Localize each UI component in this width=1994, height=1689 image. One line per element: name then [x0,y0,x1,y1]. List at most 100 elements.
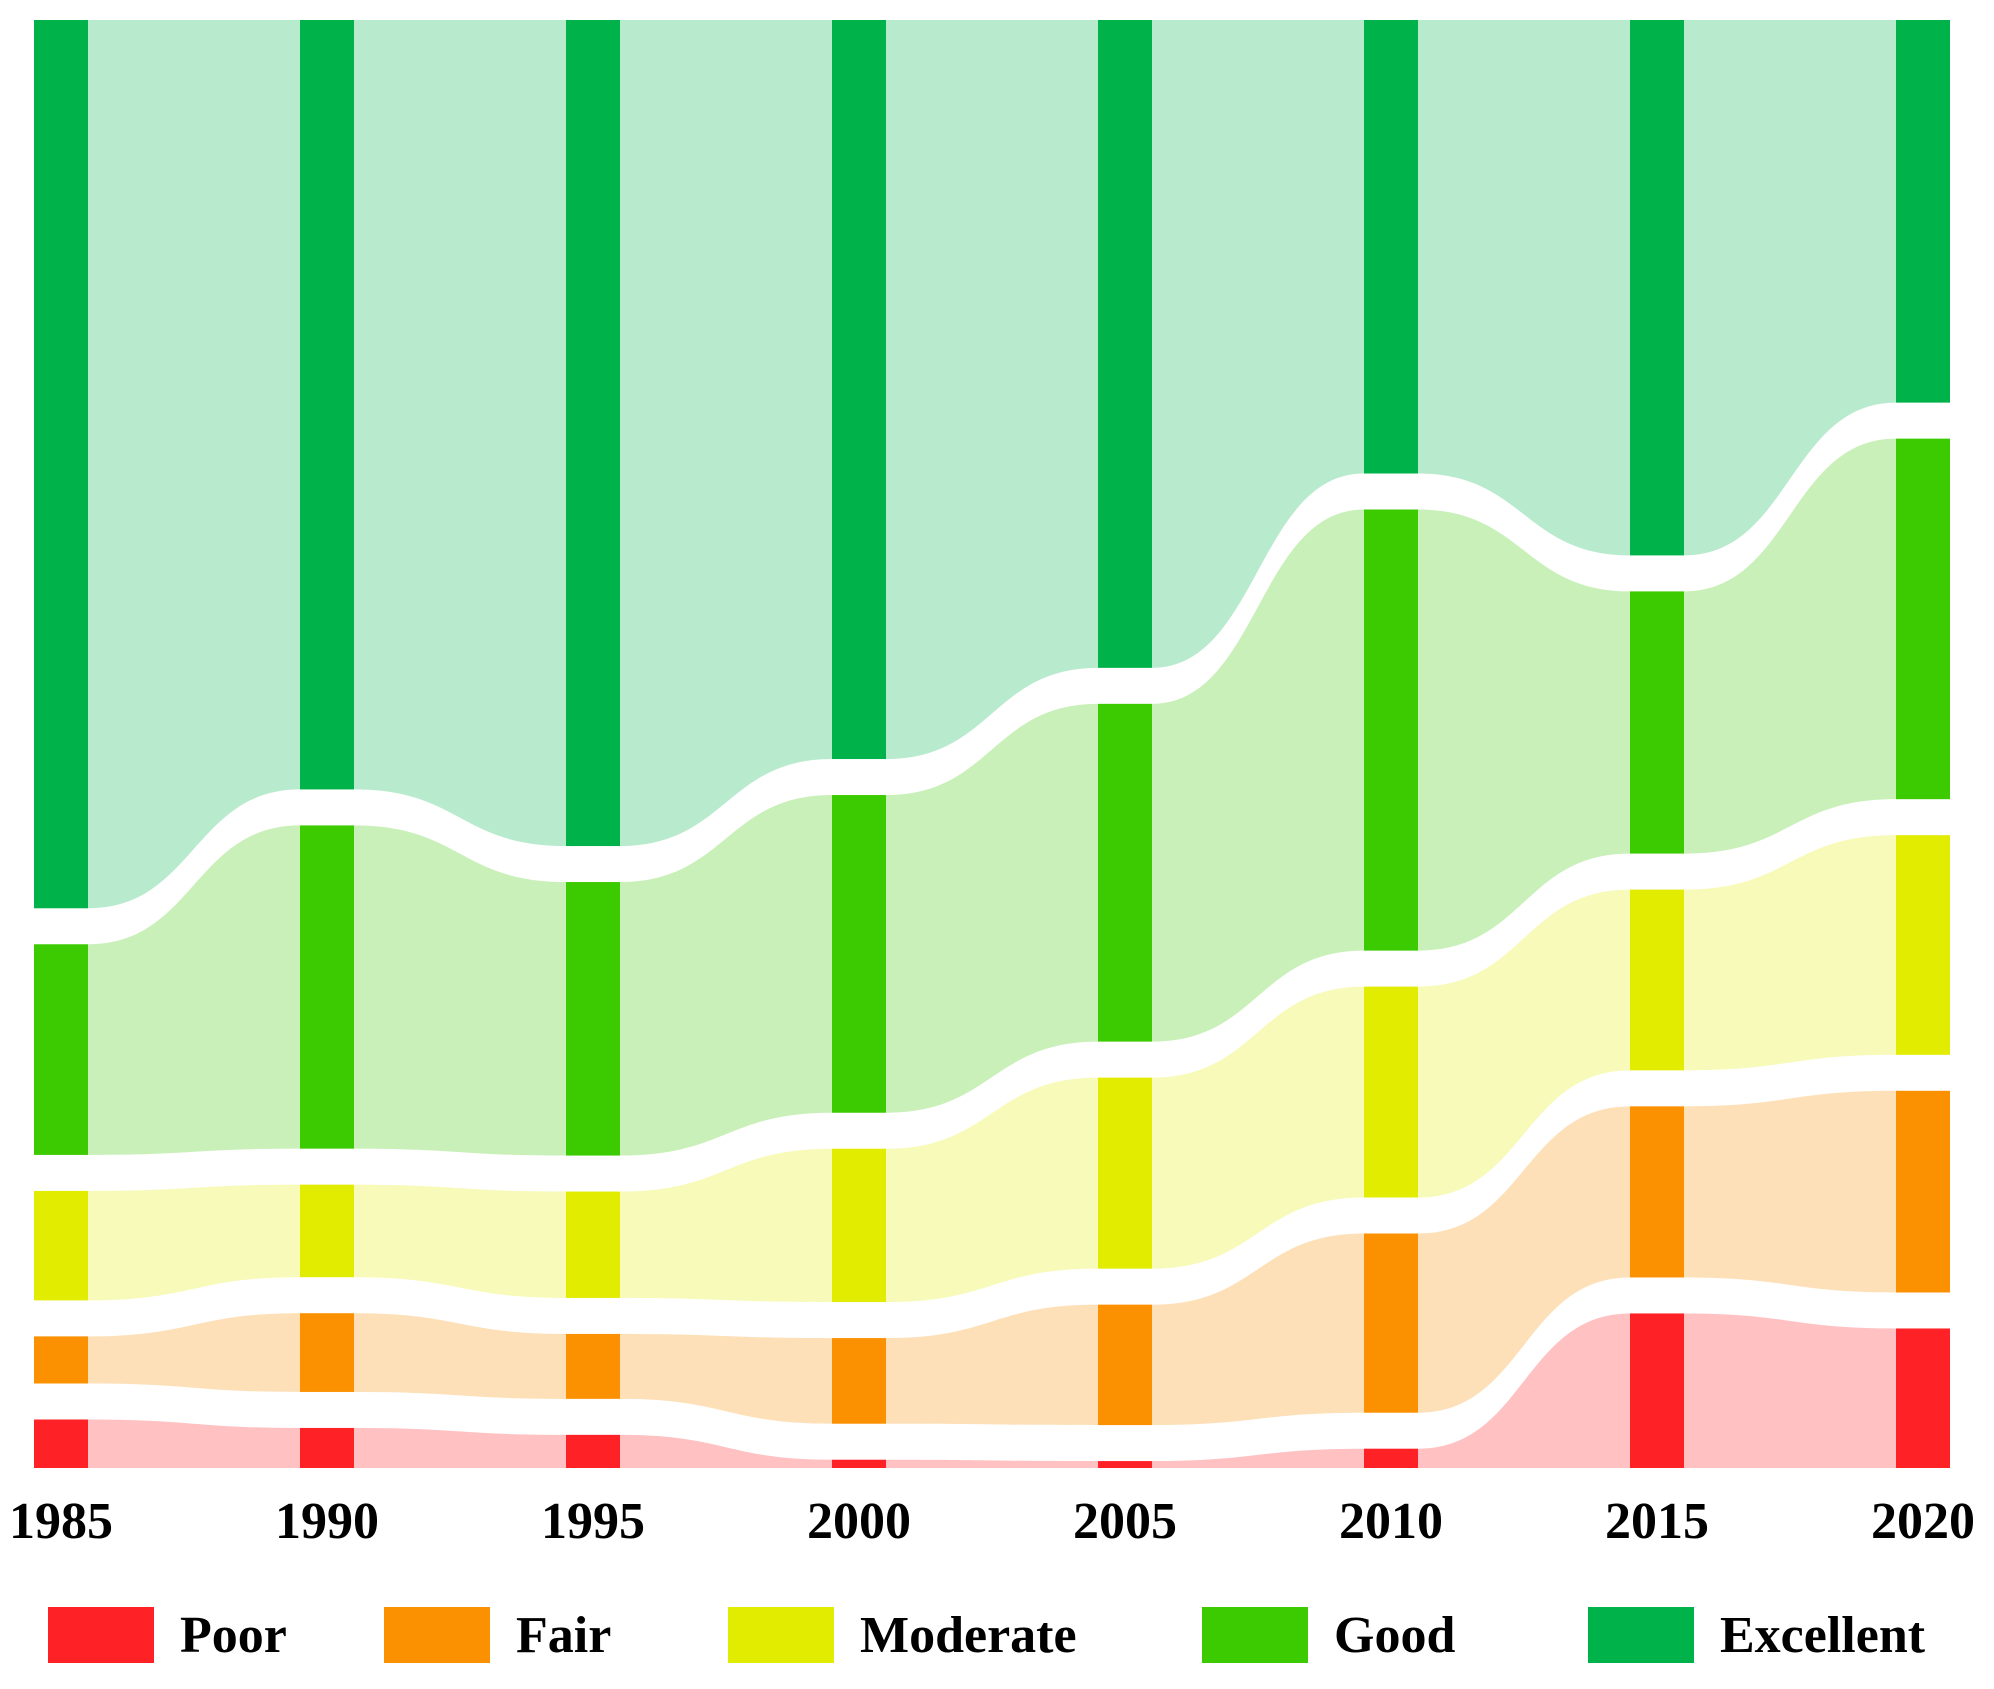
bar-poor-2015 [1630,1313,1684,1468]
year-label-1990: 1990 [275,1493,379,1550]
link-excellent-2010-2015 [1418,20,1630,556]
link-fair-2000-2005 [886,1304,1098,1426]
link-poor-1990-1995 [354,1427,566,1468]
bar-poor-2010 [1364,1448,1418,1468]
link-good-1985-1990 [88,825,300,1155]
link-excellent-1995-2000 [620,20,832,847]
link-good-2015-2020 [1684,438,1896,854]
bar-moderate-1985 [34,1190,88,1301]
year-label-1995: 1995 [541,1493,645,1550]
link-excellent-2000-2005 [886,20,1098,760]
link-fair-1990-1995 [354,1313,566,1399]
link-excellent-2005-2010 [1152,20,1364,668]
legend-label-excellent: Excellent [1720,1606,1926,1664]
bar-good-1995 [566,882,620,1156]
bar-moderate-2000 [832,1148,886,1303]
bar-moderate-2005 [1098,1077,1152,1269]
legend-label-fair: Fair [516,1606,612,1664]
bar-fair-2015 [1630,1106,1684,1278]
link-poor-2010-2015 [1418,1313,1630,1468]
link-moderate-2010-2015 [1418,889,1630,1198]
bar-good-2000 [832,795,886,1113]
year-label-2010: 2010 [1339,1493,1443,1550]
legend-swatch-moderate [728,1607,834,1663]
year-axis: 1985 1990 1995 2000 2005 2010 2015 2020 [9,1493,1975,1550]
category-bars [34,20,1950,1468]
legend-item-moderate: Moderate [728,1600,1077,1670]
bar-moderate-1995 [566,1191,620,1298]
bar-poor-1990 [300,1427,354,1468]
year-label-2000: 2000 [807,1493,911,1550]
bar-excellent-2015 [1630,20,1684,556]
link-moderate-1990-1995 [354,1184,566,1298]
bar-excellent-2010 [1364,20,1418,474]
flow-links [88,20,1896,1468]
bar-good-2005 [1098,703,1152,1042]
link-poor-1985-1990 [88,1419,300,1468]
link-excellent-1990-1995 [354,20,566,847]
bar-good-2010 [1364,509,1418,951]
bar-good-2020 [1896,438,1950,800]
legend-swatch-fair [384,1607,490,1663]
bar-excellent-2005 [1098,20,1152,668]
legend-label-good: Good [1334,1606,1456,1664]
bar-moderate-2010 [1364,986,1418,1198]
legend-swatch-good [1202,1607,1308,1663]
bar-fair-2005 [1098,1304,1152,1426]
bar-good-2015 [1630,591,1684,854]
bar-fair-1985 [34,1336,88,1384]
bar-poor-1985 [34,1419,88,1468]
link-moderate-2000-2005 [886,1077,1098,1303]
bar-fair-2000 [832,1338,886,1424]
link-fair-1985-1990 [88,1313,300,1392]
link-fair-2010-2015 [1418,1106,1630,1413]
bar-poor-1995 [566,1434,620,1468]
legend: Poor Fair Moderate Good Excellent [0,1600,1994,1680]
bar-fair-2010 [1364,1233,1418,1413]
link-moderate-2005-2010 [1152,986,1364,1269]
year-label-2020: 2020 [1871,1493,1975,1550]
legend-item-fair: Fair [384,1600,611,1670]
link-fair-2015-2020 [1684,1090,1896,1293]
bar-good-1990 [300,825,354,1149]
legend-label-poor: Poor [180,1606,287,1664]
bar-poor-2020 [1896,1328,1950,1468]
bar-fair-2020 [1896,1090,1950,1293]
link-excellent-1985-1990 [88,20,300,909]
bar-fair-1990 [300,1313,354,1392]
bar-excellent-1995 [566,20,620,847]
bar-moderate-2015 [1630,889,1684,1071]
link-good-1990-1995 [354,825,566,1156]
bar-poor-2000 [832,1459,886,1468]
legend-label-moderate: Moderate [860,1606,1077,1664]
bar-excellent-1990 [300,20,354,790]
link-good-2010-2015 [1418,509,1630,951]
bar-moderate-1990 [300,1184,354,1278]
link-good-2000-2005 [886,703,1098,1113]
legend-item-good: Good [1202,1600,1455,1670]
link-fair-1995-2000 [620,1333,832,1424]
link-moderate-1995-2000 [620,1148,832,1303]
bar-poor-2005 [1098,1461,1152,1468]
link-good-1995-2000 [620,795,832,1156]
link-good-2005-2010 [1152,509,1364,1042]
link-poor-2015-2020 [1684,1313,1896,1468]
legend-item-poor: Poor [48,1600,287,1670]
link-fair-2005-2010 [1152,1233,1364,1426]
bar-good-1985 [34,944,88,1155]
year-label-2005: 2005 [1073,1493,1177,1550]
link-poor-2005-2010 [1152,1448,1364,1468]
bar-excellent-2000 [832,20,886,760]
bar-moderate-2020 [1896,835,1950,1055]
link-moderate-2015-2020 [1684,835,1896,1071]
link-excellent-2015-2020 [1684,20,1896,556]
year-label-1985: 1985 [9,1493,113,1550]
bar-fair-1995 [566,1333,620,1399]
legend-swatch-excellent [1588,1607,1694,1663]
bar-excellent-2020 [1896,20,1950,403]
link-moderate-1985-1990 [88,1184,300,1301]
year-label-2015: 2015 [1605,1493,1709,1550]
link-poor-1995-2000 [620,1434,832,1468]
legend-item-excellent: Excellent [1588,1600,1925,1670]
link-poor-2000-2005 [886,1459,1098,1468]
